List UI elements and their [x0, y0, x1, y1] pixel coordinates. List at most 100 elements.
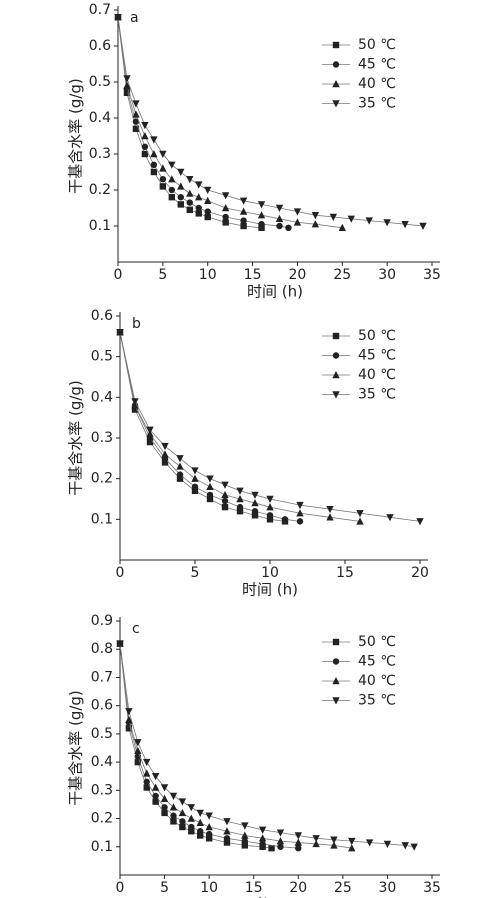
marker [221, 192, 230, 200]
marker [251, 499, 259, 507]
marker [195, 181, 203, 189]
marker [161, 804, 168, 811]
y-tick-label: 0.1 [89, 218, 111, 234]
y-tick-label: 0.1 [91, 839, 113, 855]
marker [276, 837, 285, 845]
marker [338, 223, 346, 231]
x-tick-label: 5 [191, 565, 200, 581]
x-tick-label: 10 [261, 565, 279, 581]
legend-label: 45 ℃ [358, 57, 396, 73]
marker [123, 89, 131, 96]
y-tick-label: 0.6 [91, 698, 113, 714]
x-tick-label: 15 [244, 267, 262, 283]
marker [134, 746, 142, 755]
x-tick-label: 5 [158, 267, 167, 283]
marker [168, 161, 176, 169]
marker [195, 204, 202, 212]
marker [150, 168, 158, 176]
marker [275, 214, 284, 222]
marker [221, 503, 229, 511]
marker [205, 835, 213, 842]
marker [143, 769, 151, 777]
x-tick-label: 20 [289, 880, 307, 896]
marker [161, 450, 169, 458]
marker [251, 491, 259, 499]
marker [221, 204, 230, 212]
marker [160, 784, 169, 792]
marker [159, 150, 167, 158]
marker [221, 481, 229, 489]
marker [240, 222, 247, 230]
marker [223, 835, 231, 842]
marker [258, 834, 267, 842]
legend-marker [332, 41, 340, 49]
marker [236, 487, 244, 495]
marker [295, 844, 302, 852]
marker [386, 514, 394, 522]
marker [176, 455, 184, 463]
marker [276, 829, 285, 837]
marker [125, 715, 133, 723]
marker [241, 842, 248, 849]
legend-label: 45 ℃ [358, 654, 396, 670]
marker [177, 201, 184, 208]
marker [177, 168, 185, 176]
marker [259, 840, 266, 848]
marker [132, 125, 140, 132]
marker [161, 809, 168, 817]
marker [116, 640, 124, 648]
marker [275, 204, 284, 212]
marker [195, 210, 202, 217]
y-tick-label: 0.2 [89, 182, 111, 198]
marker [132, 110, 140, 118]
y-tick-label: 0.2 [91, 811, 113, 827]
marker [125, 725, 133, 732]
marker [176, 471, 184, 478]
marker [134, 739, 142, 747]
marker [178, 798, 187, 806]
y-tick-label: 0.1 [91, 511, 113, 527]
marker [116, 329, 124, 337]
panel-label: b [132, 316, 141, 332]
marker [169, 792, 178, 800]
marker [365, 217, 373, 225]
marker [141, 132, 149, 140]
marker [312, 839, 320, 848]
y-axis-label: 干基含水率 (g/g) [67, 78, 85, 194]
x-tick-label: 35 [423, 880, 441, 896]
y-tick-label: 0.3 [89, 146, 111, 162]
marker [191, 467, 199, 475]
x-tick-label: 15 [336, 565, 354, 581]
legend-marker [332, 638, 340, 646]
marker [187, 804, 196, 812]
marker [221, 490, 229, 499]
marker [296, 518, 304, 525]
x-tick-label: 0 [116, 565, 125, 581]
x-tick-label: 20 [289, 267, 307, 283]
marker [241, 822, 249, 830]
legend-marker [332, 677, 340, 685]
marker [356, 517, 364, 525]
marker [266, 495, 274, 503]
marker [251, 512, 259, 519]
marker [197, 828, 204, 835]
marker [179, 823, 186, 831]
legend-marker [332, 332, 340, 340]
marker [294, 832, 302, 840]
marker [241, 831, 249, 839]
panel-label: a [130, 10, 139, 26]
y-axis-label: 干基含水率 (g/g) [67, 690, 85, 806]
marker [159, 176, 167, 183]
marker [410, 843, 418, 851]
x-tick-label: 30 [378, 267, 396, 283]
marker [186, 176, 194, 184]
marker [296, 509, 304, 517]
marker [236, 503, 244, 511]
series-line [119, 643, 352, 849]
marker [205, 830, 213, 838]
marker [221, 497, 229, 505]
marker [205, 812, 213, 820]
marker [401, 842, 409, 850]
marker [186, 199, 193, 206]
